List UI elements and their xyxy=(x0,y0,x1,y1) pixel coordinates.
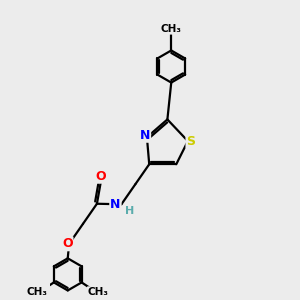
Text: O: O xyxy=(62,237,73,250)
Text: CH₃: CH₃ xyxy=(161,24,182,34)
Text: CH₃: CH₃ xyxy=(27,287,48,297)
Text: N: N xyxy=(140,129,150,142)
Text: N: N xyxy=(110,198,121,211)
Text: CH₃: CH₃ xyxy=(88,287,109,297)
Text: S: S xyxy=(186,135,195,148)
Text: O: O xyxy=(95,170,106,183)
Text: H: H xyxy=(125,206,134,216)
